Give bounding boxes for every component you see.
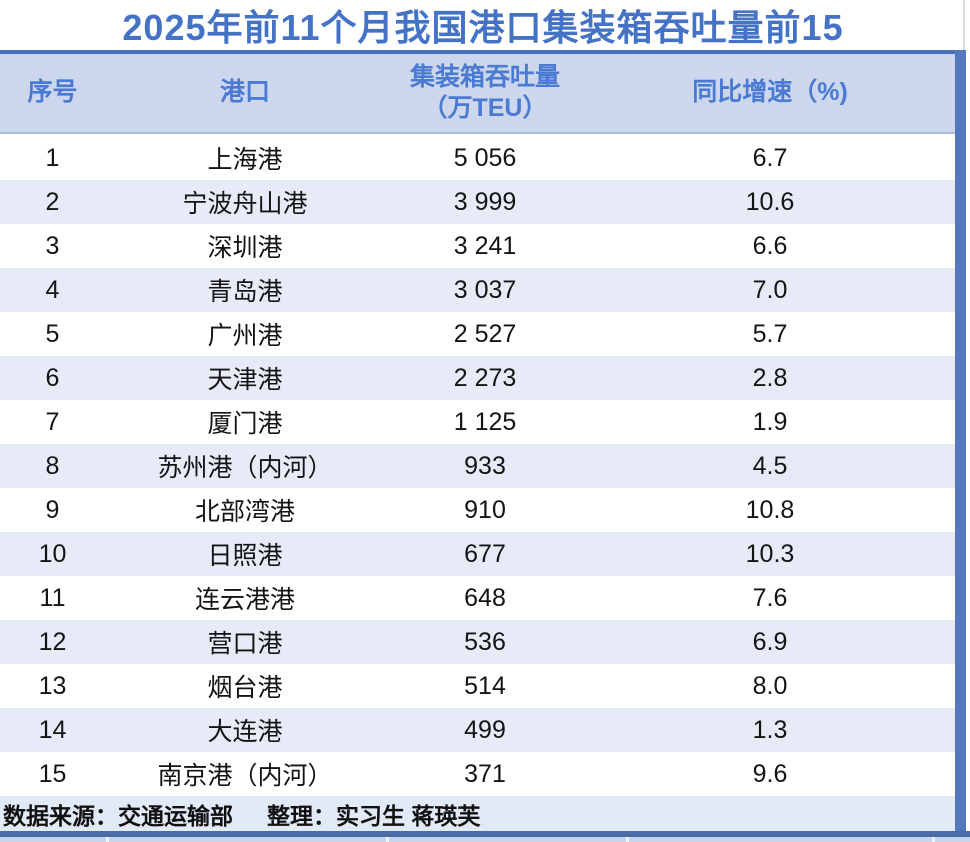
throughput-cell: 499 <box>464 715 506 744</box>
port-cell: 苏州港（内河） <box>157 454 333 482</box>
header-throughput-line2: （万TEU） <box>422 94 548 122</box>
table-row: 11 连云港港 648 7.6 <box>0 576 955 620</box>
growth-cell: 4.5 <box>752 451 788 480</box>
table-header-row: 序号 港口 集装箱吞吐量 （万TEU） 同比增速（%) <box>0 54 955 134</box>
growth-cell: 2.8 <box>752 363 788 392</box>
port-cell: 烟台港 <box>207 674 283 702</box>
table-row: 5 广州港 2 527 5.7 <box>0 312 955 356</box>
title-divider-rule <box>0 50 966 54</box>
footer-note: 数据来源：交通运输部 整理：实习生 蒋瑛芙 <box>0 796 955 831</box>
growth-cell: 8.0 <box>752 671 788 700</box>
throughput-cell: 3 241 <box>453 231 517 260</box>
growth-cell: 10.3 <box>745 539 795 568</box>
throughput-cell: 933 <box>464 451 506 480</box>
table-body: 1 上海港 5 056 6.7 2 宁波舟山港 3 999 10.6 3 深圳港 3 241 6.6 4… <box>0 136 955 796</box>
cell-divider <box>626 837 629 842</box>
port-cell: 宁波舟山港 <box>182 190 308 218</box>
table-row: 7 厦门港 1 125 1.9 <box>0 400 955 444</box>
table-row: 8 苏州港（内河） 933 4.5 <box>0 444 955 488</box>
port-cell: 连云港港 <box>194 586 295 614</box>
throughput-cell: 371 <box>464 759 506 788</box>
right-border-bar <box>955 50 966 831</box>
growth-cell: 10.8 <box>745 495 795 524</box>
rank-cell: 12 <box>38 627 67 656</box>
throughput-cell: 514 <box>464 671 506 700</box>
page-title: 2025年前11个月我国港口集装箱吞吐量前15 <box>122 7 844 48</box>
growth-cell: 1.9 <box>752 407 788 436</box>
table-row: 3 深圳港 3 241 6.6 <box>0 224 955 268</box>
rank-cell: 14 <box>38 715 67 744</box>
rank-cell: 3 <box>45 231 60 260</box>
table-row: 2 宁波舟山港 3 999 10.6 <box>0 180 955 224</box>
rank-cell: 2 <box>45 187 60 216</box>
growth-cell: 7.0 <box>752 275 788 304</box>
growth-cell: 6.7 <box>752 143 788 172</box>
table-row: 14 大连港 499 1.3 <box>0 708 955 752</box>
table-row: 1 上海港 5 056 6.7 <box>0 136 955 180</box>
data-source-label: 数据来源：交通运输部 <box>3 802 233 829</box>
throughput-cell: 910 <box>464 495 506 524</box>
port-cell: 厦门港 <box>207 410 283 438</box>
growth-cell: 7.6 <box>752 583 788 612</box>
editor-label: 整理：实习生 蒋瑛芙 <box>267 802 481 829</box>
port-cell: 南京港（内河） <box>157 762 333 790</box>
right-edge-line <box>963 0 965 50</box>
rank-cell: 15 <box>38 759 67 788</box>
header-throughput: 集装箱吞吐量 （万TEU） <box>385 62 585 125</box>
throughput-cell: 2 273 <box>453 363 517 392</box>
growth-cell: 9.6 <box>752 759 788 788</box>
table-row: 9 北部湾港 910 10.8 <box>0 488 955 532</box>
port-cell: 上海港 <box>207 146 283 174</box>
throughput-cell: 1 125 <box>453 407 517 436</box>
port-cell: 深圳港 <box>207 234 283 262</box>
growth-cell: 6.6 <box>752 231 788 260</box>
port-cell: 天津港 <box>207 366 283 394</box>
rank-cell: 13 <box>38 671 67 700</box>
rank-cell: 1 <box>45 143 60 172</box>
rank-cell: 4 <box>45 275 60 304</box>
throughput-cell: 2 527 <box>453 319 517 348</box>
table-row: 15 南京港（内河） 371 9.6 <box>0 752 955 796</box>
rank-cell: 9 <box>45 495 60 524</box>
port-cell: 日照港 <box>207 542 283 570</box>
next-row-sliver <box>0 837 970 842</box>
growth-cell: 6.9 <box>752 627 788 656</box>
rank-cell: 11 <box>39 583 66 612</box>
throughput-cell: 3 999 <box>453 187 517 216</box>
header-growth: 同比增速（%) <box>692 78 848 107</box>
port-cell: 大连港 <box>207 718 283 746</box>
table-row: 12 营口港 536 6.9 <box>0 620 955 664</box>
rank-cell: 10 <box>38 539 67 568</box>
growth-cell: 1.3 <box>752 715 788 744</box>
cell-divider <box>386 837 389 842</box>
port-cell: 营口港 <box>207 630 283 658</box>
cell-divider <box>932 837 935 842</box>
table-row: 4 青岛港 3 037 7.0 <box>0 268 955 312</box>
rank-cell: 6 <box>45 363 60 392</box>
header-port: 港口 <box>219 78 270 107</box>
header-throughput-line1: 集装箱吞吐量 <box>409 62 560 91</box>
table-bottom-border <box>0 831 970 837</box>
rank-cell: 5 <box>45 319 60 348</box>
throughput-cell: 677 <box>464 539 506 568</box>
rank-cell: 7 <box>45 407 60 436</box>
growth-cell: 10.6 <box>745 187 795 216</box>
cell-divider <box>106 837 109 842</box>
table-row: 10 日照港 677 10.3 <box>0 532 955 576</box>
throughput-cell: 3 037 <box>453 275 517 304</box>
table-row: 6 天津港 2 273 2.8 <box>0 356 955 400</box>
throughput-cell: 536 <box>464 627 506 656</box>
growth-cell: 5.7 <box>752 319 788 348</box>
header-rank: 序号 <box>27 78 78 107</box>
port-cell: 青岛港 <box>207 278 283 306</box>
throughput-cell: 648 <box>464 583 506 612</box>
port-cell: 北部湾港 <box>194 498 295 526</box>
port-cell: 广州港 <box>207 322 283 350</box>
rank-cell: 8 <box>45 451 60 480</box>
table-row: 13 烟台港 514 8.0 <box>0 664 955 708</box>
throughput-cell: 5 056 <box>453 143 517 172</box>
